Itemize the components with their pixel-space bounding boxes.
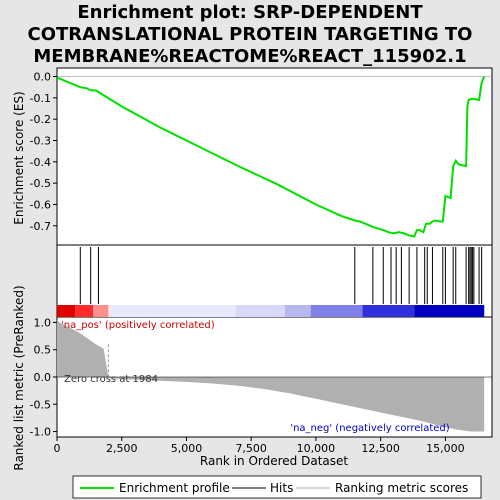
es-panel <box>56 67 493 246</box>
rank-bar-segment <box>414 305 485 317</box>
metric-y-tick-label: -0.5 <box>30 398 51 411</box>
metric-y-tick-label: 1.0 <box>34 316 52 329</box>
rank-bar-segment <box>75 305 94 317</box>
x-tick-label: 15,000 <box>426 442 465 455</box>
es-y-tick-label: -0.6 <box>30 198 51 211</box>
x-tick-label: 12,500 <box>361 442 400 455</box>
x-tick-label: 5,000 <box>171 442 203 455</box>
rank-color-bar <box>57 305 485 317</box>
rank-bar-segment <box>111 305 236 317</box>
rank-bar-segment <box>235 305 285 317</box>
x-tick-label: 2,500 <box>106 442 138 455</box>
rank-bar-segment <box>362 305 415 317</box>
es-y-ticks: 0.0 -0.1 -0.2 -0.3 -0.4 -0.5 -0.6 -0.7 <box>30 71 57 233</box>
enrichment-profile-line <box>56 76 486 238</box>
metric-x-ticks: 0 2,500 5,000 7,500 10,000 12,500 15,000 <box>54 437 465 455</box>
zero-cross-label: Zero cross at 1984 <box>64 374 158 385</box>
neg-label: 'na_neg' (negatively correlated) <box>290 423 449 434</box>
ranking-metric-area <box>57 319 485 432</box>
es-y-tick-label: -0.3 <box>30 135 51 148</box>
title-line-2: COTRANSLATIONAL PROTEIN TARGETING TO <box>28 24 473 45</box>
es-y-tick-label: -0.5 <box>30 177 51 190</box>
x-axis-label: Rank in Ordered Dataset <box>200 454 348 468</box>
title-line-3: MEMBRANE%REACTOME%REACT_115902.1 <box>33 46 466 67</box>
legend-metric-label: Ranking metric scores <box>335 481 468 495</box>
es-y-tick-label: -0.1 <box>30 92 51 105</box>
metric-y-tick-label: 0.0 <box>34 371 52 384</box>
es-y-tick-label: -0.7 <box>30 220 51 233</box>
pos-label: 'na_pos' (positively correlated) <box>61 320 215 331</box>
es-y-tick-label: -0.2 <box>30 113 51 126</box>
hit-lines <box>79 247 483 304</box>
rank-bar-segment <box>57 305 76 317</box>
metric-y-tick-label: -1.0 <box>30 426 51 439</box>
x-tick-label: 0 <box>54 442 61 455</box>
rank-bar-segment <box>108 305 112 317</box>
legend-hits-label: Hits <box>270 481 293 495</box>
legend-es-label: Enrichment profile <box>119 481 230 495</box>
x-tick-label: 10,000 <box>297 442 336 455</box>
legend-box <box>72 475 482 499</box>
x-tick-label: 7,500 <box>235 442 267 455</box>
title-line-1: Enrichment plot: SRP-DEPENDENT <box>77 2 423 23</box>
rank-bar-segment <box>284 305 311 317</box>
metric-y-ticks: 1.0 0.5 0.0 -0.5 -1.0 <box>30 316 57 439</box>
rank-bar-segment <box>93 305 109 317</box>
es-y-tick-label: -0.4 <box>30 156 51 169</box>
metric-y-tick-label: 0.5 <box>34 344 52 357</box>
metric-y-axis-label: Ranked list metric (PreRanked) <box>12 285 26 470</box>
es-y-axis-label: Enrichment score (ES) <box>12 91 26 224</box>
rank-bar-segment <box>310 305 363 317</box>
es-y-tick-label: 0.0 <box>34 71 52 84</box>
